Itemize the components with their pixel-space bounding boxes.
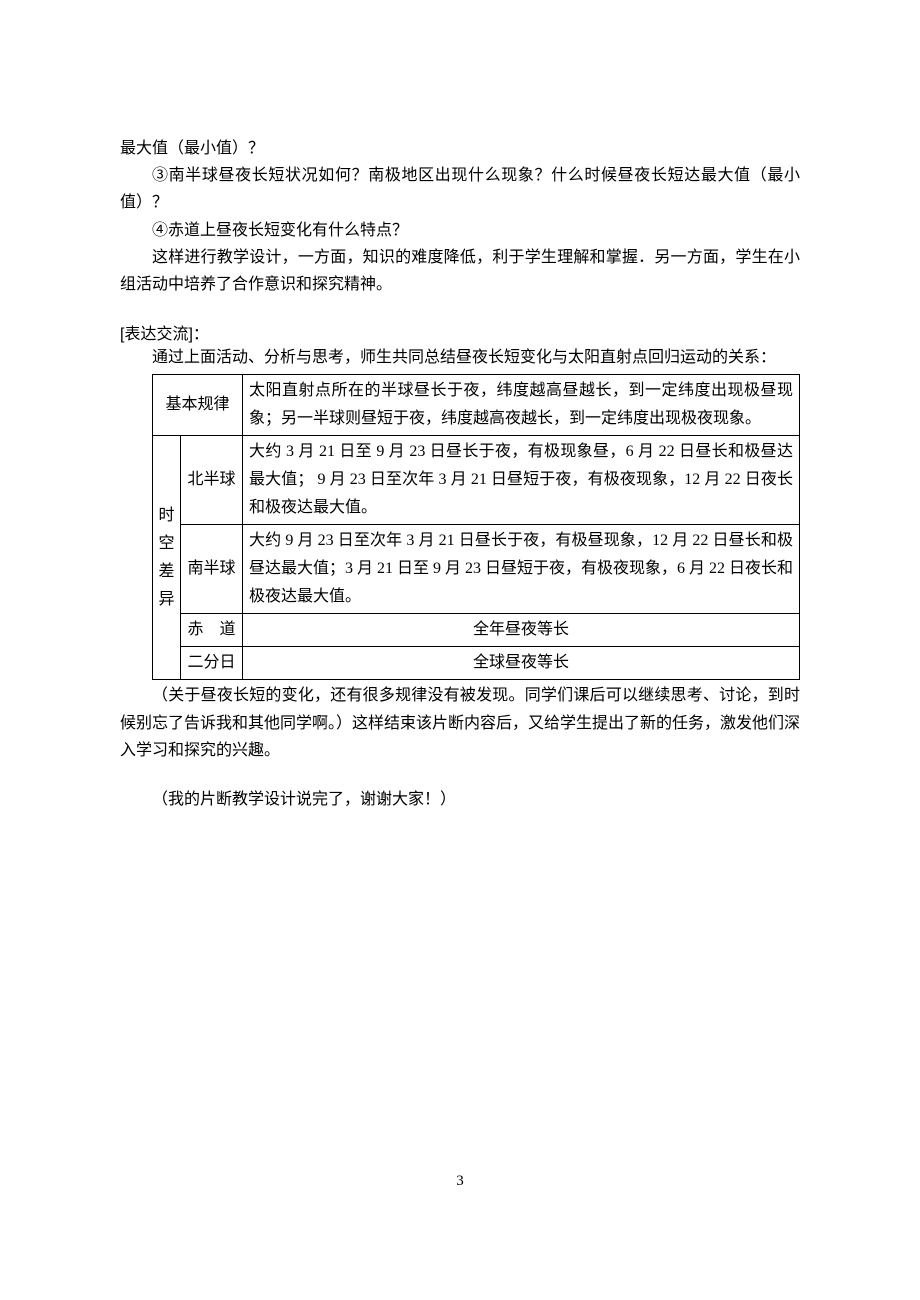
table-row: 基本规律 太阳直射点所在的半球昼长于夜，纬度越高昼越长，到一定纬度出现极昼现象；… xyxy=(153,375,800,436)
cell-north-content: 大约 3 月 21 日至 9 月 23 日昼长于夜，有极现象昼，6 月 22 日… xyxy=(243,436,800,525)
section-intro: 通过上面活动、分析与思考，师生共同总结昼夜长短变化与太阳直射点回归运动的关系： xyxy=(120,344,800,371)
vertical-char: 差 xyxy=(157,558,176,586)
cell-equinox-label: 二分日 xyxy=(181,647,243,680)
vertical-char: 异 xyxy=(157,586,176,614)
body-text-line-3: ④赤道上昼夜长短变化有什么特点？ xyxy=(120,217,800,244)
cell-equinox-content: 全球昼夜等长 xyxy=(243,647,800,680)
rules-table: 基本规律 太阳直射点所在的半球昼长于夜，纬度越高昼越长，到一定纬度出现极昼现象；… xyxy=(152,374,800,680)
table-row: 赤 道 全年昼夜等长 xyxy=(153,614,800,647)
vertical-char: 时 xyxy=(157,502,176,530)
closing-para-2: （我的片断教学设计说完了，谢谢大家！） xyxy=(120,786,800,813)
body-text-line-4: 这样进行教学设计，一方面，知识的难度降低，利于学生理解和掌握．另一方面，学生在小… xyxy=(120,244,800,298)
cell-basic-rules-content: 太阳直射点所在的半球昼长于夜，纬度越高昼越长，到一定纬度出现极昼现象；另一半球则… xyxy=(243,375,800,436)
closing-para-1: （关于昼夜长短的变化，还有很多规律没有被发现。同学们课后可以继续思考、讨论，到时… xyxy=(120,682,800,764)
cell-equator-label: 赤 道 xyxy=(181,614,243,647)
page-number: 3 xyxy=(0,1173,920,1190)
cell-south-label: 南半球 xyxy=(181,525,243,614)
vertical-char: 空 xyxy=(157,530,176,558)
body-text-line-2: ③南半球昼夜长短状况如何？南极地区出现什么现象？什么时候昼夜长短达最大值（最小值… xyxy=(120,162,800,216)
cell-north-label: 北半球 xyxy=(181,436,243,525)
cell-south-content: 大约 9 月 23 日至次年 3 月 21 日昼长于夜，有极昼现象，12 月 2… xyxy=(243,525,800,614)
table-row: 二分日 全球昼夜等长 xyxy=(153,647,800,680)
cell-basic-rules-label: 基本规律 xyxy=(153,375,243,436)
table-row: 时 空 差 异 北半球 大约 3 月 21 日至 9 月 23 日昼长于夜，有极… xyxy=(153,436,800,525)
body-text-line-1: 最大值（最小值）？ xyxy=(120,135,800,162)
cell-time-space-label: 时 空 差 异 xyxy=(153,436,181,680)
section-header-expression: [表达交流]： xyxy=(120,326,209,343)
cell-equator-content: 全年昼夜等长 xyxy=(243,614,800,647)
table-row: 南半球 大约 9 月 23 日至次年 3 月 21 日昼长于夜，有极昼现象，12… xyxy=(153,525,800,614)
